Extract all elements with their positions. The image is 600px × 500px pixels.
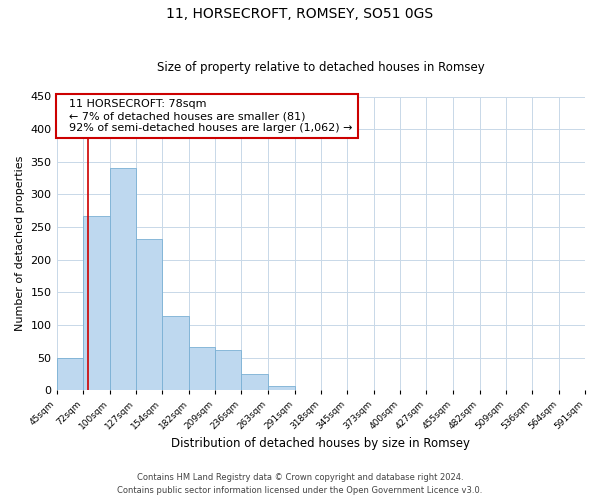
Bar	[136, 239, 162, 390]
Text: 11, HORSECROFT, ROMSEY, SO51 0GS: 11, HORSECROFT, ROMSEY, SO51 0GS	[166, 8, 434, 22]
Bar	[189, 346, 215, 391]
X-axis label: Distribution of detached houses by size in Romsey: Distribution of detached houses by size …	[171, 437, 470, 450]
Bar	[56, 358, 83, 390]
Bar	[241, 374, 268, 390]
Bar	[83, 216, 110, 390]
Bar	[215, 350, 241, 391]
Bar	[268, 386, 295, 390]
Y-axis label: Number of detached properties: Number of detached properties	[15, 156, 25, 331]
Title: Size of property relative to detached houses in Romsey: Size of property relative to detached ho…	[157, 62, 485, 74]
Bar	[162, 316, 189, 390]
Bar	[110, 168, 136, 390]
Text: 11 HORSECROFT: 78sqm
  ← 7% of detached houses are smaller (81)
  92% of semi-de: 11 HORSECROFT: 78sqm ← 7% of detached ho…	[62, 100, 352, 132]
Text: Contains HM Land Registry data © Crown copyright and database right 2024.
Contai: Contains HM Land Registry data © Crown c…	[118, 474, 482, 495]
